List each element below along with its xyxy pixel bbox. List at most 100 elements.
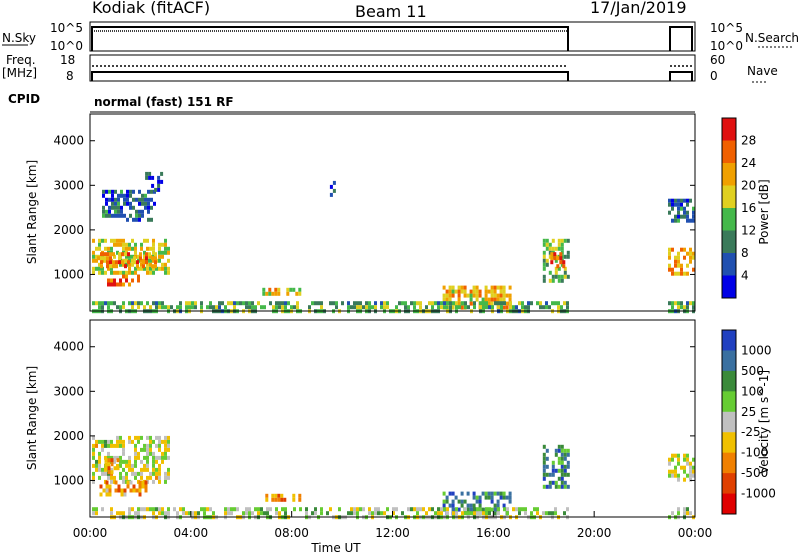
echo-cell [101, 447, 104, 452]
echo-cell [445, 305, 449, 310]
echo-cell [224, 511, 227, 516]
echo-cell [277, 291, 281, 296]
echo-cell [457, 507, 461, 512]
echo-cell [132, 484, 136, 489]
echo-cell [143, 507, 146, 512]
echo-cell [142, 260, 145, 265]
echo-cell [551, 238, 555, 243]
echo-cell [113, 282, 116, 287]
echo-cell [490, 293, 494, 298]
echo-cell [131, 439, 134, 444]
echo-cell [293, 507, 296, 512]
echo-cell [128, 455, 131, 460]
echo-cell [386, 305, 389, 310]
echo-cell [122, 447, 125, 452]
echo-cell [236, 301, 239, 306]
echo-cell [105, 201, 108, 206]
echo-cell [143, 250, 146, 255]
echo-cell [689, 251, 692, 256]
echo-cell [545, 305, 548, 310]
echo-cell [512, 305, 515, 310]
echo-cell [116, 455, 119, 460]
echo-cell [451, 507, 455, 512]
echo-cell [164, 250, 167, 255]
echo-cell [197, 511, 200, 516]
nsky-tick-top: 10^5 [50, 21, 83, 35]
echo-cell [140, 262, 143, 267]
echo-cell [102, 213, 105, 218]
echo-cell [119, 443, 122, 448]
echo-cell [146, 451, 149, 456]
echo-cell [557, 305, 560, 310]
echo-cell [671, 453, 674, 458]
echo-cell [119, 305, 122, 310]
echo-cell [499, 293, 503, 298]
echo-cell [683, 511, 686, 516]
echo-cell [224, 305, 227, 310]
echo-cell [674, 453, 677, 458]
echo-cell [137, 305, 140, 310]
y-tick-label: 1000 [53, 473, 84, 487]
echo-cell [146, 463, 149, 468]
echo-cell [460, 503, 464, 508]
echo-cell [503, 301, 506, 306]
echo-cell [479, 305, 482, 310]
colorbar-segment [722, 163, 736, 186]
x-tick-label: 04:00 [174, 526, 209, 540]
echo-cell [254, 305, 257, 310]
echo-cell [134, 459, 137, 464]
echo-cell [518, 507, 521, 512]
nave-tick-top: 60 [710, 53, 725, 67]
echo-cell [478, 499, 482, 504]
colorbar-segment [722, 452, 736, 474]
echo-cell [158, 507, 161, 512]
echo-cell [683, 477, 686, 482]
echo-cell [100, 256, 103, 261]
echo-cell [114, 213, 117, 218]
echo-cell [374, 507, 377, 512]
echo-cell [671, 305, 674, 310]
echo-cell [506, 507, 509, 512]
echo-cell [314, 301, 317, 306]
power-colorbar: 28 24 20 16 12 8 4 [721, 117, 756, 299]
echo-cell [671, 469, 674, 474]
echo-cell [105, 488, 109, 493]
echo-cell [689, 473, 692, 478]
echo-cell [245, 507, 248, 512]
echo-cell [502, 305, 506, 310]
echo-cell [515, 305, 518, 310]
echo-cell [551, 274, 555, 279]
echo-cell [227, 301, 230, 306]
x-tick-label: 20:00 [577, 526, 612, 540]
echo-cell [365, 305, 368, 310]
echo-cell [152, 258, 155, 263]
echo-cell [141, 209, 144, 214]
echo-cell [149, 443, 152, 448]
echo-cell [158, 301, 161, 306]
echo-cell [686, 511, 689, 516]
echo-cell [454, 495, 458, 500]
echo-cell [530, 511, 533, 516]
echo-cell [92, 443, 95, 448]
echo-cell [144, 484, 148, 489]
echo-cell [128, 262, 131, 267]
echo-cell [542, 464, 546, 469]
echo-cell [566, 460, 570, 465]
echo-cell [157, 183, 161, 188]
echo-cell [464, 511, 467, 516]
echo-cell [188, 305, 191, 310]
echo-cell [105, 484, 109, 489]
echo-cell [107, 246, 110, 251]
echo-cell [158, 463, 161, 468]
echo-cell [149, 270, 152, 275]
echo-cell [135, 488, 139, 493]
echo-cell [505, 495, 509, 500]
echo-cell [442, 499, 446, 504]
echo-cell [102, 209, 105, 214]
echo-cell [368, 301, 371, 306]
echo-cell [227, 507, 230, 512]
colorbar-tick-label: 20 [741, 179, 756, 193]
echo-cell [138, 217, 141, 222]
echo-cell [155, 467, 158, 472]
nsearch-label: N.Search [745, 31, 799, 45]
